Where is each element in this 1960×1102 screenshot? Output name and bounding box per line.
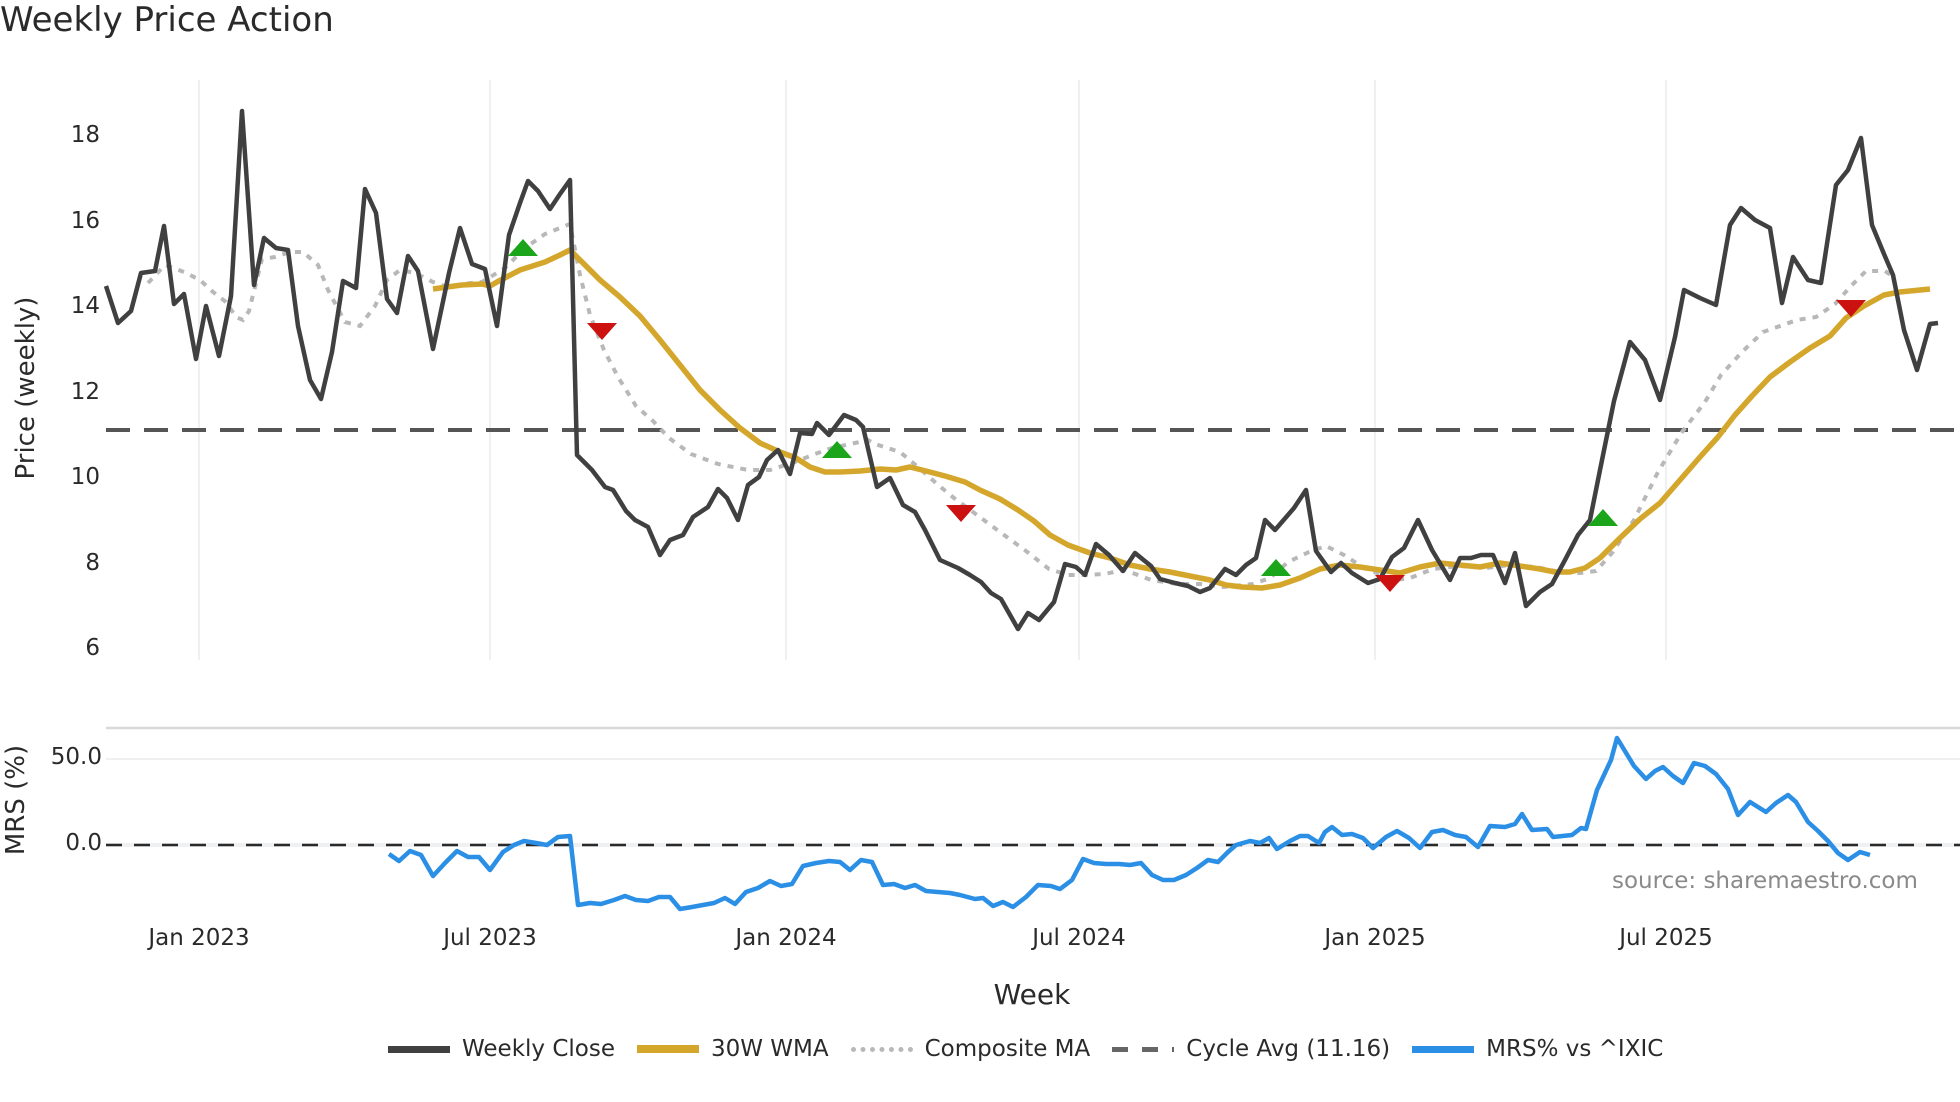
buy-marker-icon xyxy=(508,239,538,256)
solid-line-icon xyxy=(1412,1045,1475,1053)
buy-marker-icon xyxy=(822,441,852,458)
buy-marker-icon xyxy=(1261,559,1291,576)
price-ytick: 8 xyxy=(85,550,100,576)
legend-item-wma[interactable]: 30W WMA xyxy=(636,1036,829,1062)
dashed-line-icon xyxy=(1112,1046,1175,1052)
legend: Weekly Close 30W WMA Composite MA Cycle … xyxy=(388,1036,1685,1062)
mrs-ytick: 50.0 xyxy=(50,744,102,770)
chart-title: Weekly Price Action xyxy=(0,0,334,40)
legend-item-weekly-close[interactable]: Weekly Close xyxy=(388,1036,615,1062)
price-ytick: 10 xyxy=(70,464,100,490)
composite-ma-line xyxy=(146,221,1897,590)
price-ytick: 16 xyxy=(70,208,100,234)
x-axis-label: Week xyxy=(993,978,1071,1011)
legend-label: MRS% vs ^IXIC xyxy=(1486,1036,1664,1062)
mrs-line xyxy=(387,735,1871,912)
solid-line-icon xyxy=(636,1045,699,1053)
price-ytick: 6 xyxy=(85,635,100,661)
legend-item-composite-ma[interactable]: Composite MA xyxy=(850,1036,1091,1062)
legend-label: Composite MA xyxy=(924,1036,1091,1062)
sell-markers xyxy=(587,300,1866,592)
x-tick: Jul 2024 xyxy=(1032,925,1126,951)
legend-label: Weekly Close xyxy=(462,1036,615,1062)
x-tick: Jan 2024 xyxy=(735,925,837,951)
wma-30w-line xyxy=(432,247,1931,591)
sell-marker-icon xyxy=(1375,575,1405,592)
solid-line-icon xyxy=(388,1045,450,1053)
buy-marker-icon xyxy=(1588,509,1618,526)
sell-marker-icon xyxy=(946,505,976,522)
x-tick: Jul 2025 xyxy=(1619,925,1713,951)
legend-item-mrs[interactable]: MRS% vs ^IXIC xyxy=(1412,1036,1663,1062)
buy-markers xyxy=(508,239,1618,576)
mrs-ytick: 0.0 xyxy=(65,830,102,856)
price-ytick: 12 xyxy=(70,379,100,405)
sell-marker-icon xyxy=(1836,300,1866,317)
source-annotation: source: sharemaestro.com xyxy=(1612,868,1918,894)
sell-marker-icon xyxy=(587,323,617,340)
legend-label: Cycle Avg (11.16) xyxy=(1186,1036,1391,1062)
legend-label: 30W WMA xyxy=(710,1036,829,1062)
price-ytick: 14 xyxy=(70,293,100,319)
x-tick: Jan 2023 xyxy=(148,925,250,951)
dotted-line-icon xyxy=(850,1046,913,1052)
legend-item-cycle-avg[interactable]: Cycle Avg (11.16) xyxy=(1112,1036,1390,1062)
x-tick: Jul 2023 xyxy=(443,925,537,951)
price-ytick: 18 xyxy=(70,122,100,148)
weekly-close-line xyxy=(103,108,1939,632)
x-tick: Jan 2025 xyxy=(1324,925,1426,951)
